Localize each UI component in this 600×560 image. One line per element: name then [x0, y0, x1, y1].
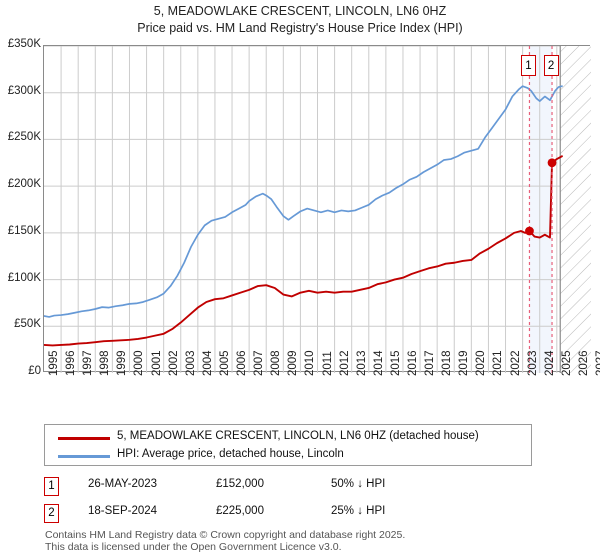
transaction-index-badge: 1	[44, 477, 59, 496]
transaction-price: £152,000	[216, 478, 264, 490]
transaction-index-badge: 2	[44, 504, 59, 523]
highlight-band	[529, 46, 553, 373]
y-axis-tick: £300K	[7, 84, 41, 97]
x-axis-tick: 2019	[458, 350, 471, 376]
legend-item: 5, MEADOWLAKE CRESCENT, LINCOLN, LN6 0HZ…	[45, 428, 531, 447]
chart-plot-area	[44, 46, 591, 373]
transaction-date: 26-MAY-2023	[88, 478, 158, 490]
legend-item: HPI: Average price, detached house, Linc…	[45, 446, 531, 465]
x-axis-tick: 2001	[150, 350, 163, 376]
chart-legend: 5, MEADOWLAKE CRESCENT, LINCOLN, LN6 0HZ…	[44, 424, 532, 466]
footer-attribution: Contains HM Land Registry data © Crown c…	[45, 529, 585, 553]
transaction-hpi-delta: 25% ↓ HPI	[331, 505, 386, 517]
x-axis-tick: 2018	[441, 350, 454, 376]
x-axis-tick: 2020	[475, 350, 488, 376]
title-line-1: 5, MEADOWLAKE CRESCENT, LINCOLN, LN6 0HZ	[153, 4, 447, 18]
x-axis-tick: 2025	[560, 350, 573, 376]
x-axis-tick: 2021	[492, 350, 505, 376]
x-axis-tick: 2003	[184, 350, 197, 376]
x-axis-tick: 2022	[509, 350, 522, 376]
legend-color-swatch	[58, 437, 110, 440]
y-axis-tick: £100K	[7, 271, 41, 284]
x-axis-tick: 2009	[287, 350, 300, 376]
hpi-price-chart	[43, 45, 591, 373]
x-axis-tick: 2004	[201, 350, 214, 376]
title-line-2: Price paid vs. HM Land Registry's House …	[137, 21, 463, 35]
x-axis-tick: 2011	[321, 351, 334, 376]
transaction-row: 2 18-SEP-2024 £225,000 25% ↓ HPI	[44, 502, 584, 528]
chart-gridlines	[44, 46, 591, 373]
x-axis-tick: 2014	[372, 350, 385, 376]
x-axis-tick: 2006	[236, 350, 249, 376]
chart-marker-1: 1	[520, 55, 536, 76]
x-axis-tick: 1996	[65, 350, 78, 376]
y-axis-tick: £150K	[7, 224, 41, 237]
x-axis-tick: 1999	[116, 350, 129, 376]
x-axis-tick: 2016	[406, 350, 419, 376]
x-axis-tick: 1998	[99, 350, 112, 376]
x-axis-tick: 2013	[355, 350, 368, 376]
x-axis-tick: 2026	[577, 350, 590, 376]
transaction-price: £225,000	[216, 505, 264, 517]
y-axis-tick: £350K	[7, 38, 41, 50]
forecast-hatch-region	[559, 46, 591, 373]
x-axis-tick: 2000	[133, 350, 146, 376]
x-axis-tick: 2007	[253, 350, 266, 376]
x-axis-tick: 2002	[167, 350, 180, 376]
y-axis-tick: £250K	[7, 131, 41, 144]
y-axis-tick: £200K	[7, 178, 41, 191]
transaction-row: 1 26-MAY-2023 £152,000 50% ↓ HPI	[44, 475, 584, 501]
legend-label: 5, MEADOWLAKE CRESCENT, LINCOLN, LN6 0HZ…	[117, 430, 479, 442]
x-axis-tick: 1997	[82, 350, 95, 376]
y-axis-tick: £50K	[14, 318, 41, 331]
chart-marker-2: 2	[543, 55, 559, 76]
x-axis-tick: 2027	[595, 350, 600, 376]
transaction-marker-lines	[528, 46, 553, 373]
x-axis-tick: 2015	[389, 350, 402, 376]
transaction-dots	[525, 158, 557, 236]
x-axis-tick: 2023	[526, 350, 539, 376]
footer-line-2: This data is licensed under the Open Gov…	[45, 541, 342, 553]
x-axis-tick: 2017	[424, 350, 437, 376]
x-axis-tick: 2024	[543, 350, 556, 376]
y-axis-tick: £0	[28, 365, 41, 377]
x-axis-tick: 2012	[338, 350, 351, 376]
transaction-date: 18-SEP-2024	[88, 505, 158, 517]
page-title: 5, MEADOWLAKE CRESCENT, LINCOLN, LN6 0HZ…	[0, 0, 600, 37]
x-axis-tick: 2010	[304, 350, 317, 376]
x-axis-tick: 2008	[270, 350, 283, 376]
footer-line-1: Contains HM Land Registry data © Crown c…	[45, 529, 406, 541]
legend-label: HPI: Average price, detached house, Linc…	[117, 448, 344, 460]
chart-series	[44, 85, 563, 347]
x-axis-tick: 1995	[48, 350, 60, 376]
legend-color-swatch	[58, 455, 110, 458]
x-axis-tick: 2005	[218, 350, 231, 376]
transaction-hpi-delta: 50% ↓ HPI	[331, 478, 386, 490]
